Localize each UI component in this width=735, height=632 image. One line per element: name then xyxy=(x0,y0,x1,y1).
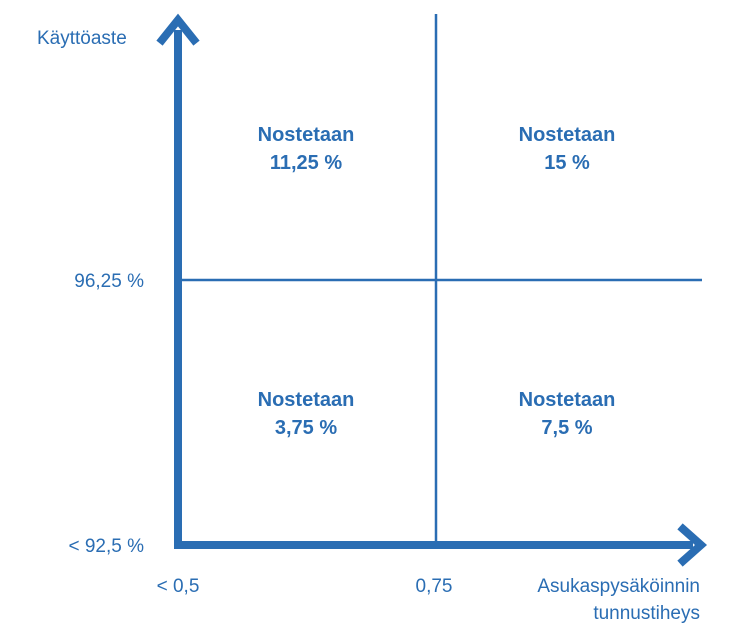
y-tick-label-high: 96,25 % xyxy=(74,271,144,292)
y-axis-arrowhead xyxy=(156,13,200,46)
y-axis-label: Käyttöaste xyxy=(37,28,127,49)
x-tick-label-low: < 0,5 xyxy=(157,576,200,597)
x-tick-label-mid: 0,75 xyxy=(416,576,453,597)
quadrant-bottom-left-title: Nostetaan xyxy=(258,389,355,411)
quadrant-bottom-right-title: Nostetaan xyxy=(519,389,616,411)
quadrant-top-left-title: Nostetaan xyxy=(258,124,355,146)
quadrant-top-right-title: Nostetaan xyxy=(519,124,616,146)
x-axis-label-line-2: tunnustiheys xyxy=(593,603,700,624)
x-axis-arrowhead xyxy=(677,523,708,567)
quadrant-top-right-value: 15 % xyxy=(544,152,590,174)
quadrant-bottom-left-value: 3,75 % xyxy=(275,417,337,439)
x-axis-label-line-1: Asukaspysäköinnin xyxy=(537,576,700,597)
quadrant-bottom-right-value: 7,5 % xyxy=(541,417,592,439)
y-tick-label-low: < 92,5 % xyxy=(68,536,144,557)
quadrant-top-left-value: 11,25 % xyxy=(270,152,343,174)
